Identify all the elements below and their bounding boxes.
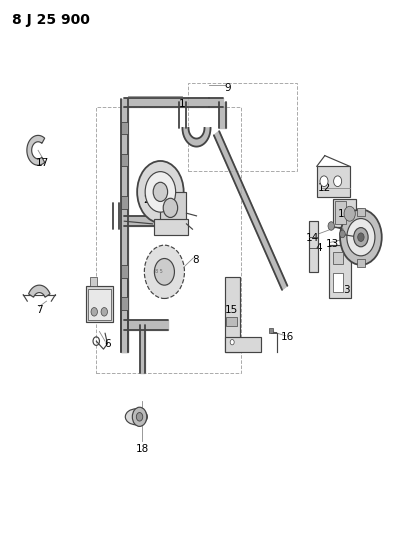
Circle shape xyxy=(91,308,97,316)
Circle shape xyxy=(154,259,174,285)
Bar xyxy=(121,154,128,166)
Text: 3: 3 xyxy=(344,286,350,295)
Text: 8 5: 8 5 xyxy=(154,269,162,274)
Bar xyxy=(309,221,318,272)
Circle shape xyxy=(340,209,382,265)
Text: 1: 1 xyxy=(179,99,186,109)
Polygon shape xyxy=(121,99,128,352)
Text: 9: 9 xyxy=(225,83,231,93)
Bar xyxy=(121,196,128,209)
Circle shape xyxy=(137,161,184,223)
Bar xyxy=(357,208,365,216)
Circle shape xyxy=(132,407,147,426)
Polygon shape xyxy=(124,98,209,107)
Polygon shape xyxy=(219,102,226,128)
Text: 12: 12 xyxy=(317,183,331,192)
Text: 8 J 25 900: 8 J 25 900 xyxy=(12,13,90,27)
Polygon shape xyxy=(140,325,145,373)
Bar xyxy=(329,245,351,298)
Text: 13: 13 xyxy=(325,239,339,248)
Circle shape xyxy=(347,219,375,256)
Ellipse shape xyxy=(125,409,148,425)
Bar xyxy=(357,259,365,266)
Circle shape xyxy=(163,198,178,217)
Text: 2: 2 xyxy=(143,195,150,205)
Circle shape xyxy=(101,308,107,316)
Bar xyxy=(317,166,350,197)
Text: 8: 8 xyxy=(192,255,199,265)
Bar xyxy=(188,83,297,171)
Circle shape xyxy=(354,228,368,247)
Circle shape xyxy=(144,245,184,298)
Circle shape xyxy=(153,182,168,201)
Circle shape xyxy=(344,206,355,221)
Polygon shape xyxy=(209,98,223,107)
Circle shape xyxy=(328,222,334,230)
Circle shape xyxy=(230,340,234,345)
Bar xyxy=(333,273,343,292)
Polygon shape xyxy=(27,135,45,165)
Bar xyxy=(225,277,240,352)
Circle shape xyxy=(145,172,176,212)
Text: 4: 4 xyxy=(316,243,322,253)
Polygon shape xyxy=(124,216,182,226)
Bar xyxy=(90,277,97,286)
Bar xyxy=(333,252,343,264)
Text: 14: 14 xyxy=(305,233,319,243)
Circle shape xyxy=(320,176,328,187)
Text: 7: 7 xyxy=(36,305,43,315)
Bar xyxy=(86,286,113,322)
Text: 6: 6 xyxy=(104,339,111,349)
Text: 15: 15 xyxy=(225,305,239,315)
Circle shape xyxy=(334,176,342,187)
Bar xyxy=(96,107,241,373)
Polygon shape xyxy=(124,320,168,330)
Text: 10: 10 xyxy=(363,234,376,244)
Bar xyxy=(226,317,237,326)
Polygon shape xyxy=(121,280,128,352)
Polygon shape xyxy=(182,128,211,147)
Polygon shape xyxy=(28,285,50,297)
Bar xyxy=(160,192,186,221)
Bar xyxy=(269,328,273,333)
Bar xyxy=(88,289,111,320)
Text: 5: 5 xyxy=(103,307,109,317)
Polygon shape xyxy=(214,131,288,290)
Bar xyxy=(154,219,188,235)
Circle shape xyxy=(358,233,364,241)
Bar xyxy=(335,201,346,224)
Bar xyxy=(225,337,261,352)
Text: 17: 17 xyxy=(35,158,49,167)
Text: 18: 18 xyxy=(136,444,149,454)
Circle shape xyxy=(340,230,345,238)
Bar xyxy=(121,122,128,134)
Bar xyxy=(333,199,356,227)
Bar xyxy=(121,297,128,310)
Bar xyxy=(121,265,128,278)
Circle shape xyxy=(136,413,143,421)
Text: 16: 16 xyxy=(281,332,295,342)
Text: 11: 11 xyxy=(337,209,351,219)
